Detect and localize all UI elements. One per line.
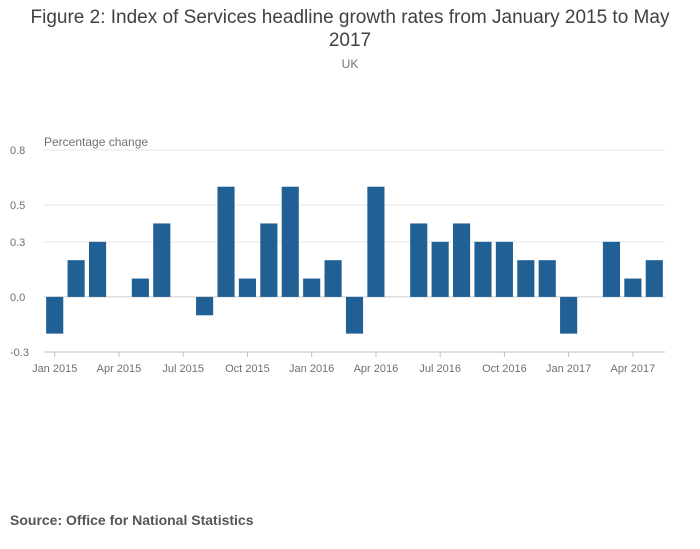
bar bbox=[453, 223, 471, 297]
y-tick-label: -0.3 bbox=[10, 347, 29, 359]
x-tick-label: Jan 2016 bbox=[289, 363, 334, 375]
x-tick-label: Jan 2015 bbox=[32, 363, 77, 375]
x-tick-label: Oct 2016 bbox=[482, 363, 527, 375]
x-tick-label: Jul 2016 bbox=[419, 363, 461, 375]
x-tick-label: Jan 2017 bbox=[546, 363, 591, 375]
chart-title: Figure 2: Index of Services headline gro… bbox=[30, 7, 670, 51]
bar bbox=[367, 186, 385, 297]
bar bbox=[560, 296, 578, 334]
bar bbox=[88, 241, 107, 297]
y-axis-label: Percentage change bbox=[44, 135, 149, 149]
x-tick-label: Oct 2015 bbox=[225, 363, 270, 375]
bar bbox=[217, 186, 235, 297]
bar bbox=[538, 260, 556, 297]
bar bbox=[196, 296, 214, 316]
chart-subtitle: UK bbox=[341, 57, 359, 71]
y-tick-label: 0.8 bbox=[10, 145, 25, 157]
bar bbox=[624, 278, 642, 297]
bar bbox=[495, 241, 513, 297]
x-tick-label: Apr 2016 bbox=[354, 363, 399, 375]
x-tick-label: Apr 2015 bbox=[97, 363, 142, 375]
bar bbox=[238, 278, 256, 297]
bar bbox=[517, 260, 535, 297]
bar bbox=[602, 241, 621, 297]
bar bbox=[410, 223, 428, 297]
bar bbox=[645, 260, 663, 297]
bar bbox=[281, 186, 299, 297]
y-tick-label: 0.5 bbox=[10, 200, 25, 212]
bar bbox=[131, 278, 149, 297]
y-tick-label: 0.0 bbox=[10, 292, 25, 304]
x-tick-label: Jul 2015 bbox=[162, 363, 204, 375]
bar bbox=[46, 296, 64, 334]
bar bbox=[324, 260, 342, 297]
bar bbox=[474, 241, 492, 297]
bar bbox=[67, 260, 85, 297]
bar bbox=[153, 223, 171, 297]
x-tick-label: Apr 2017 bbox=[611, 363, 656, 375]
source-note: Source: Office for National Statistics bbox=[10, 512, 254, 528]
bar bbox=[431, 241, 449, 297]
bar bbox=[260, 223, 278, 297]
bar bbox=[303, 278, 321, 297]
bar bbox=[345, 296, 364, 334]
y-tick-label: 0.3 bbox=[10, 237, 25, 249]
